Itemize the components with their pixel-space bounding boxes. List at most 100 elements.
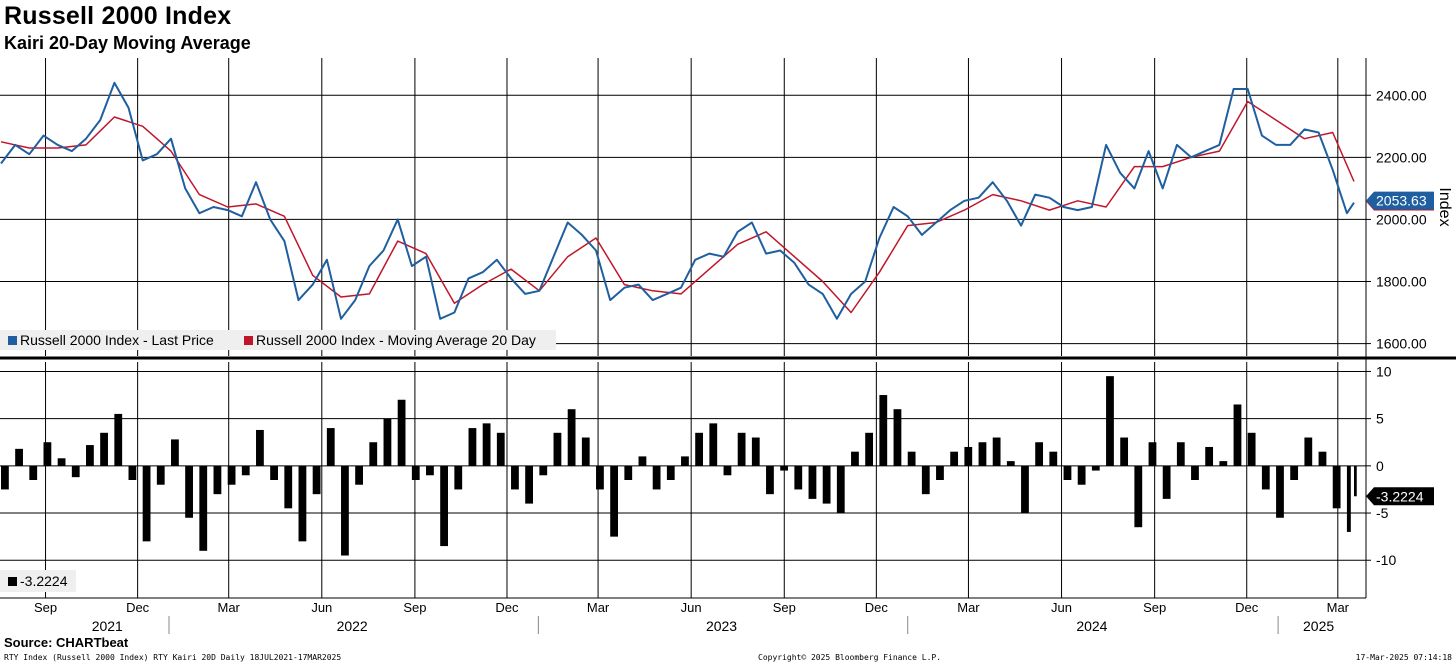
legend-label-ma: Russell 2000 Index - Moving Average 20 D… xyxy=(256,332,536,348)
kairi-bar xyxy=(1134,465,1143,528)
kairi-bar xyxy=(1148,442,1157,466)
kairi-bar xyxy=(695,432,704,466)
kairi-bar xyxy=(1318,451,1327,466)
kairi-bar xyxy=(1106,376,1114,466)
kairi-bar xyxy=(1063,465,1072,480)
kairi-bar xyxy=(610,465,619,537)
footer-ticker-info: RTY Index (Russell 2000 Index) RTY Kairi… xyxy=(4,653,342,662)
price-line xyxy=(0,81,1355,320)
x-tick-label-year: 2025 xyxy=(1303,618,1334,634)
kairi-bar xyxy=(822,465,831,504)
kairi-bar xyxy=(298,465,307,542)
kairi-bar xyxy=(369,442,378,466)
x-tick-label-month: Mar xyxy=(587,600,610,615)
legend-box-kairi xyxy=(0,570,76,592)
kairi-bar xyxy=(241,465,250,476)
kairi-bar xyxy=(1006,461,1015,466)
kairi-bar xyxy=(341,465,349,556)
x-tick-label-month: Dec xyxy=(1235,600,1259,615)
legend-label-price: Russell 2000 Index - Last Price xyxy=(20,332,214,348)
kairi-bar xyxy=(1176,442,1185,466)
kairi-bar xyxy=(652,465,661,490)
y-tick-label: 0 xyxy=(1376,458,1384,474)
kairi-bar xyxy=(326,428,335,466)
chart-title: Russell 2000 Index xyxy=(4,2,232,30)
x-tick-label-month: Mar xyxy=(1327,600,1350,615)
kairi-bar xyxy=(865,432,874,466)
kairi-bar xyxy=(15,448,23,466)
y-tick-label: 2000.00 xyxy=(1376,211,1427,227)
legend-swatch-ma xyxy=(244,336,253,345)
kairi-bar xyxy=(780,465,789,471)
legend-label-kairi: -3.2224 xyxy=(20,573,68,589)
kairi-bar xyxy=(964,446,973,466)
kairi-bar xyxy=(482,423,491,466)
kairi-bar xyxy=(751,437,760,466)
legend-swatch-kairi xyxy=(8,577,17,586)
kairi-last-value-bg xyxy=(1366,487,1434,506)
x-tick-label-month: Mar xyxy=(957,600,980,615)
kairi-bar xyxy=(624,465,633,480)
kairi-bar xyxy=(511,465,519,490)
kairi-bar xyxy=(270,465,278,480)
kairi-bar xyxy=(312,465,321,495)
kairi-bar xyxy=(71,465,80,478)
kairi-bar xyxy=(596,465,604,490)
kairi-bar xyxy=(836,465,845,514)
kairi-bar xyxy=(1120,437,1129,466)
kairi-bar xyxy=(100,432,108,466)
y-tick-label: 2400.00 xyxy=(1376,87,1427,103)
kairi-bar xyxy=(213,465,222,495)
kairi-bar xyxy=(879,395,888,466)
x-tick-label-year: 2024 xyxy=(1076,618,1107,634)
chart-subtitle: Kairi 20-Day Moving Average xyxy=(4,33,251,53)
x-tick-label-month: Dec xyxy=(495,600,519,615)
x-tick-label-month: Dec xyxy=(865,600,889,615)
kairi-bar xyxy=(978,442,987,466)
kairi-bar xyxy=(1304,437,1313,466)
kairi-bar xyxy=(426,465,434,476)
kairi-bar xyxy=(57,458,66,466)
y-axis-label: Index xyxy=(1436,187,1453,226)
kairi-bar xyxy=(1,465,9,490)
legend-box xyxy=(0,330,556,350)
kairi-bar xyxy=(1290,465,1299,480)
kairi-bar xyxy=(355,465,363,485)
kairi-bar xyxy=(227,465,236,485)
kairi-bar xyxy=(1035,442,1044,466)
kairi-last-value: -3.2224 xyxy=(1376,488,1424,504)
kairi-bar xyxy=(156,465,165,485)
kairi-bar xyxy=(581,437,590,466)
kairi-bar xyxy=(185,465,193,518)
x-tick-label-month: Jun xyxy=(1051,600,1072,615)
kairi-bar xyxy=(1049,451,1058,466)
y-tick-label: 5 xyxy=(1376,411,1384,427)
kairi-bar xyxy=(383,418,392,466)
kairi-bar xyxy=(496,432,505,466)
kairi-bar xyxy=(709,423,718,466)
kairi-bar xyxy=(86,445,94,466)
x-tick-label-year: 2023 xyxy=(706,618,737,634)
kairi-bar xyxy=(567,409,576,466)
kairi-bar xyxy=(397,399,406,466)
y-tick-label: 1800.00 xyxy=(1376,274,1427,290)
kairi-bar xyxy=(1276,465,1284,518)
x-tick-label-year: 2022 xyxy=(337,618,368,634)
kairi-bar xyxy=(808,465,817,499)
kairi-bar xyxy=(1346,465,1351,532)
x-tick-label-month: Jun xyxy=(681,600,702,615)
y-tick-label: -10 xyxy=(1376,552,1396,568)
kairi-bar xyxy=(553,432,562,466)
y-tick-label: -5 xyxy=(1376,505,1389,521)
moving-average-line xyxy=(0,100,1355,314)
kairi-bar xyxy=(199,465,208,551)
kairi-bar xyxy=(1205,446,1214,466)
x-tick-label-month: Sep xyxy=(34,600,57,615)
kairi-bar xyxy=(1191,465,1199,480)
kairi-bar xyxy=(1219,461,1228,466)
kairi-bar xyxy=(468,428,477,466)
y-tick-label: 1600.00 xyxy=(1376,336,1427,352)
kairi-bar xyxy=(1233,404,1242,466)
price-last-value: 2053.63 xyxy=(1376,193,1427,209)
kairi-bar xyxy=(893,409,902,466)
